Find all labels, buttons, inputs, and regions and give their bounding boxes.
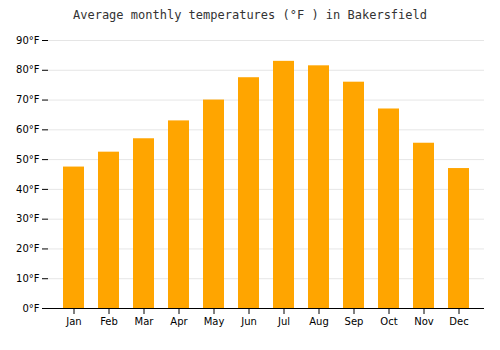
svg-text:10°F: 10°F (16, 273, 40, 284)
svg-text:50°F: 50°F (16, 154, 40, 165)
svg-text:70°F: 70°F (16, 94, 40, 105)
svg-text:Apr: Apr (170, 316, 188, 327)
svg-text:Jul: Jul (277, 316, 290, 327)
svg-text:Oct: Oct (380, 316, 397, 327)
svg-text:Mar: Mar (135, 316, 155, 327)
svg-text:20°F: 20°F (16, 243, 40, 254)
svg-text:Jan: Jan (65, 316, 81, 327)
svg-text:Nov: Nov (414, 316, 434, 327)
svg-text:Feb: Feb (100, 316, 118, 327)
svg-text:80°F: 80°F (16, 64, 40, 75)
svg-text:Jun: Jun (240, 316, 257, 327)
svg-text:May: May (204, 316, 225, 327)
svg-text:40°F: 40°F (16, 184, 40, 195)
svg-text:0°F: 0°F (22, 303, 39, 314)
svg-text:30°F: 30°F (16, 213, 40, 224)
svg-text:Aug: Aug (309, 316, 329, 327)
html-text:Average monthly temperatures (: Average monthly temperatures (°F ) in Ba… (73, 8, 427, 22)
svg-text:Sep: Sep (345, 316, 364, 327)
svg-text:90°F: 90°F (16, 35, 40, 46)
svg-text:Dec: Dec (449, 316, 468, 327)
svg-text:60°F: 60°F (16, 124, 40, 135)
